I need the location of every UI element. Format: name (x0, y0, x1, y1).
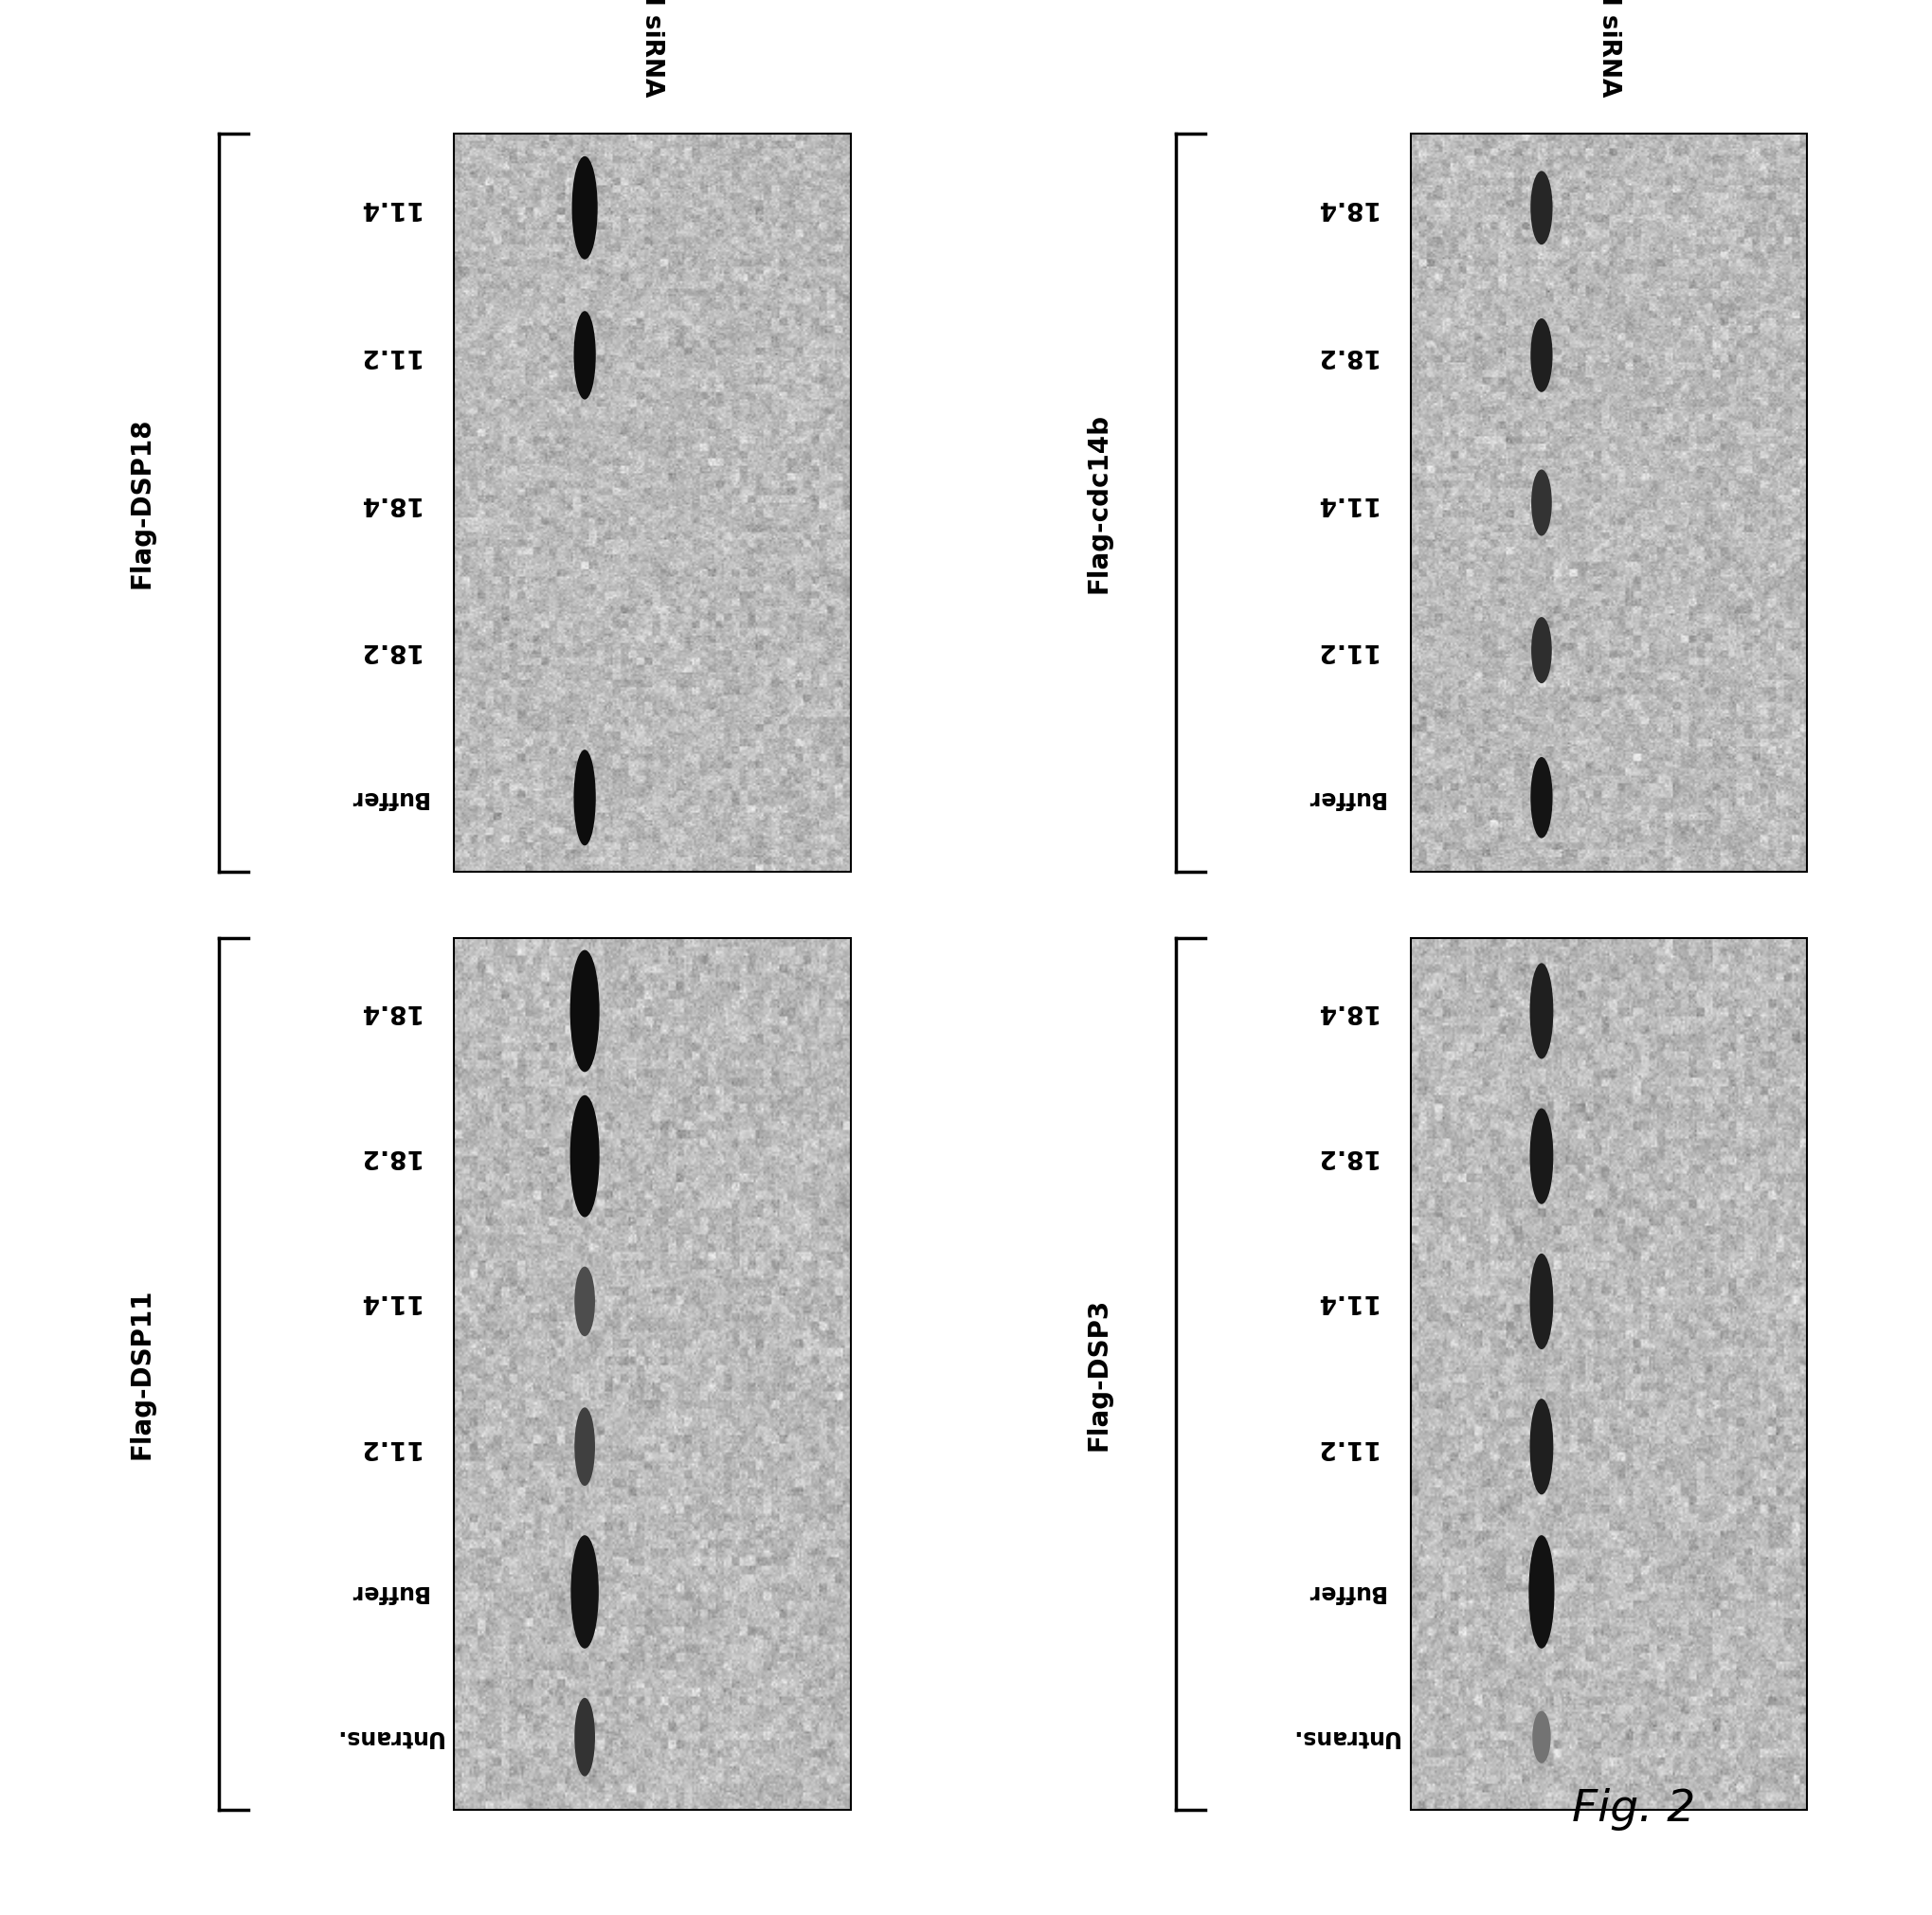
Text: Buffer: Buffer (1304, 787, 1383, 808)
Text: 11.4: 11.4 (357, 1289, 419, 1314)
Text: 11.4: 11.4 (357, 195, 419, 220)
Bar (1410, 938, 1806, 1810)
Text: 18.4: 18.4 (357, 998, 419, 1023)
Text: Untrans.: Untrans. (334, 1725, 442, 1748)
Ellipse shape (574, 1408, 595, 1486)
Ellipse shape (1530, 469, 1551, 536)
Text: 11.2: 11.2 (1314, 638, 1376, 663)
Ellipse shape (574, 310, 595, 400)
Ellipse shape (1528, 1254, 1553, 1350)
Text: 20 nM siRNA: 20 nM siRNA (639, 0, 665, 98)
Ellipse shape (570, 1536, 599, 1649)
Text: Buffer: Buffer (348, 787, 427, 808)
Text: Flag-DSP3: Flag-DSP3 (1084, 1298, 1111, 1450)
Ellipse shape (1530, 318, 1551, 393)
Ellipse shape (1530, 617, 1551, 684)
Ellipse shape (570, 950, 599, 1072)
Text: Flag-DSP18: Flag-DSP18 (128, 417, 155, 588)
Ellipse shape (1528, 1398, 1553, 1494)
Text: 20 nM siRNA: 20 nM siRNA (1596, 0, 1621, 98)
Text: Fig. 2: Fig. 2 (1571, 1789, 1694, 1831)
Ellipse shape (574, 1266, 595, 1337)
Text: 11.4: 11.4 (1314, 1289, 1376, 1314)
Ellipse shape (1528, 963, 1553, 1059)
Text: 11.2: 11.2 (1314, 1434, 1376, 1459)
Text: Flag-DSP11: Flag-DSP11 (128, 1289, 155, 1459)
Text: 11.2: 11.2 (357, 1434, 419, 1459)
Text: 18.4: 18.4 (1314, 195, 1376, 220)
Bar (1410, 134, 1806, 871)
Text: 18.4: 18.4 (1314, 998, 1376, 1023)
Text: 18.2: 18.2 (357, 1143, 419, 1168)
Text: 18.2: 18.2 (357, 638, 419, 663)
Ellipse shape (1528, 1109, 1553, 1205)
Text: 11.2: 11.2 (357, 343, 419, 368)
Ellipse shape (1528, 1536, 1553, 1649)
Ellipse shape (1530, 170, 1551, 245)
Text: 18.2: 18.2 (1314, 1143, 1376, 1168)
Ellipse shape (572, 157, 597, 259)
Ellipse shape (1530, 756, 1551, 839)
Text: Untrans.: Untrans. (1291, 1725, 1399, 1748)
Bar (454, 134, 850, 871)
Bar (454, 938, 850, 1810)
Text: 18.4: 18.4 (357, 490, 419, 515)
Text: 11.4: 11.4 (1314, 490, 1376, 515)
Text: 18.2: 18.2 (1314, 343, 1376, 368)
Text: Buffer: Buffer (1304, 1580, 1383, 1603)
Ellipse shape (574, 749, 595, 846)
Text: Flag-cdc14b: Flag-cdc14b (1084, 412, 1111, 594)
Ellipse shape (574, 1699, 595, 1777)
Text: Buffer: Buffer (348, 1580, 427, 1603)
Ellipse shape (570, 1095, 599, 1218)
Ellipse shape (1532, 1710, 1549, 1764)
